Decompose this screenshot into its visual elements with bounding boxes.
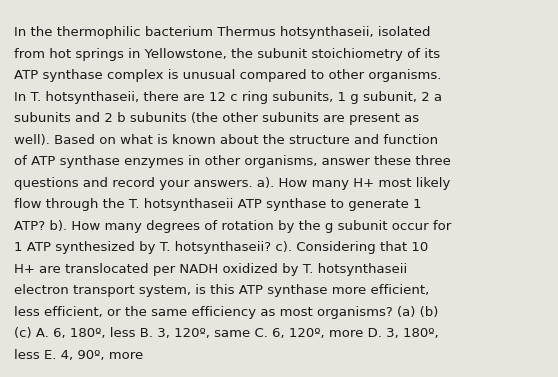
Text: In the thermophilic bacterium Thermus hotsynthaseii, isolated: In the thermophilic bacterium Thermus ho…: [14, 26, 430, 39]
Text: less efficient, or the same efficiency as most organisms? (a) (b): less efficient, or the same efficiency a…: [14, 306, 439, 319]
Text: (c) A. 6, 180º, less B. 3, 120º, same C. 6, 120º, more D. 3, 180º,: (c) A. 6, 180º, less B. 3, 120º, same C.…: [14, 327, 439, 340]
Text: of ATP synthase enzymes in other organisms, answer these three: of ATP synthase enzymes in other organis…: [14, 155, 451, 168]
Text: H+ are translocated per NADH oxidized by T. hotsynthaseii: H+ are translocated per NADH oxidized by…: [14, 263, 407, 276]
Text: questions and record your answers. a). How many H+ most likely: questions and record your answers. a). H…: [14, 177, 450, 190]
Text: In T. hotsynthaseii, there are 12 c ring subunits, 1 g subunit, 2 a: In T. hotsynthaseii, there are 12 c ring…: [14, 91, 442, 104]
Text: ATP synthase complex is unusual compared to other organisms.: ATP synthase complex is unusual compared…: [14, 69, 441, 82]
Text: less E. 4, 90º, more: less E. 4, 90º, more: [14, 349, 143, 362]
Text: ATP? b). How many degrees of rotation by the g subunit occur for: ATP? b). How many degrees of rotation by…: [14, 220, 451, 233]
Text: flow through the T. hotsynthaseii ATP synthase to generate 1: flow through the T. hotsynthaseii ATP sy…: [14, 198, 422, 211]
Text: 1 ATP synthesized by T. hotsynthaseii? c). Considering that 10: 1 ATP synthesized by T. hotsynthaseii? c…: [14, 241, 428, 254]
Text: electron transport system, is this ATP synthase more efficient,: electron transport system, is this ATP s…: [14, 284, 429, 297]
Text: from hot springs in Yellowstone, the subunit stoichiometry of its: from hot springs in Yellowstone, the sub…: [14, 48, 440, 61]
Text: subunits and 2 b subunits (the other subunits are present as: subunits and 2 b subunits (the other sub…: [14, 112, 419, 125]
Text: well). Based on what is known about the structure and function: well). Based on what is known about the …: [14, 134, 438, 147]
